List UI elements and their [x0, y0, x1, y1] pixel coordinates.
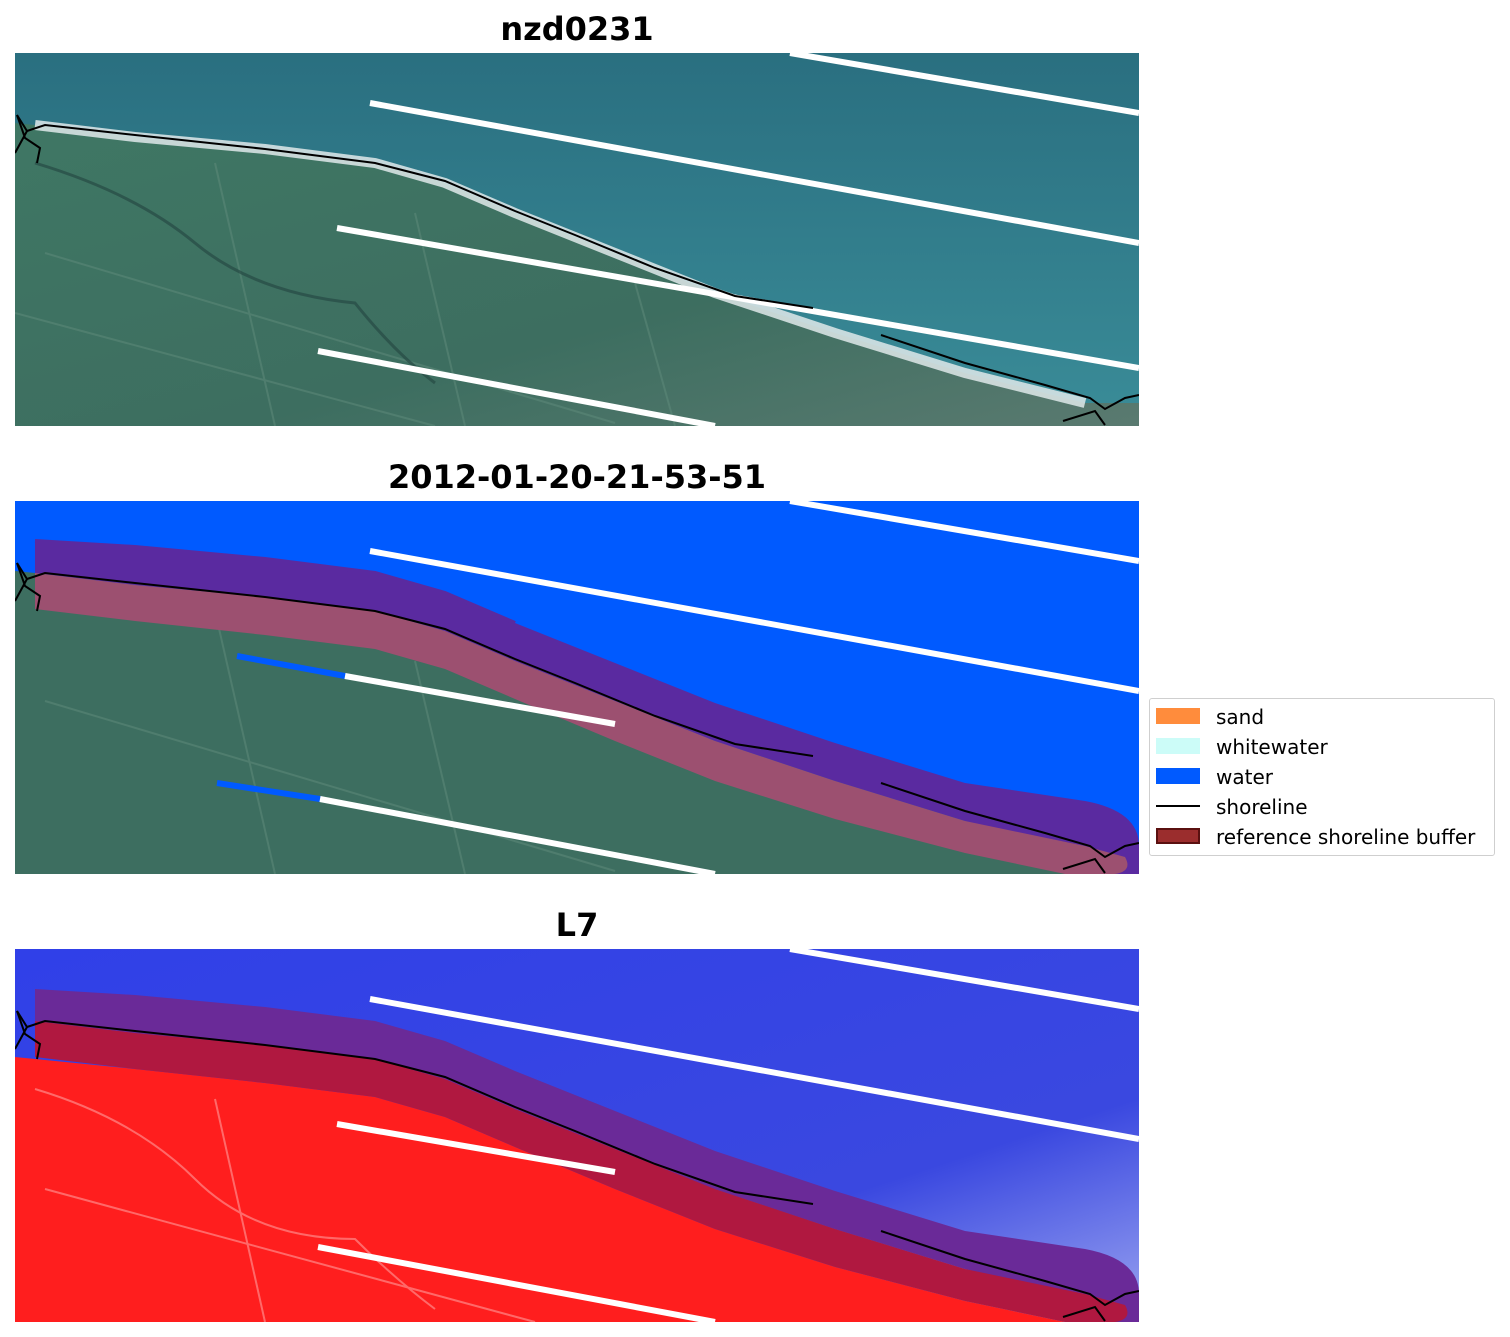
river — [34, 161, 436, 385]
water-swatch — [1156, 768, 1200, 784]
legend-item-water: water — [1156, 763, 1492, 789]
field-grid — [15, 162, 676, 426]
scan-gap-stripes-water — [216, 653, 346, 802]
legend-label: whitewater — [1216, 735, 1328, 759]
panel-title-2: 2012-01-20-21-53-51 — [387, 458, 767, 496]
shoreline-inlet — [15, 562, 42, 612]
buffer-outline — [34, 539, 516, 625]
legend-label: reference shoreline buffer — [1216, 825, 1476, 849]
legend-item-whitewater: whitewater — [1156, 733, 1492, 759]
shoreline — [16, 562, 814, 757]
field-grid — [44, 610, 616, 874]
legend-item-shoreline: shoreline — [1156, 793, 1492, 819]
legend: sand whitewater water shoreline referenc… — [1149, 698, 1495, 856]
shoreline — [880, 334, 1139, 426]
legend-label: shoreline — [1216, 795, 1308, 819]
index-image-panel — [15, 949, 1139, 1322]
land-area — [15, 123, 1139, 426]
reference-buffer-swatch — [1156, 828, 1200, 844]
shoreline — [880, 782, 1139, 874]
reference-buffer-land-side — [35, 1021, 1128, 1322]
legend-label: water — [1216, 765, 1273, 789]
scan-gap-stripes — [319, 501, 1139, 874]
reference-buffer-land-side — [35, 573, 1128, 874]
reference-buffer-water-side — [35, 989, 1139, 1322]
index-land-area — [15, 1057, 1065, 1322]
legend-item-reference-buffer: reference shoreline buffer — [1156, 823, 1492, 849]
shoreline-swatch — [1156, 805, 1200, 807]
legend-label: sand — [1216, 705, 1265, 729]
legend-item-sand: sand — [1156, 703, 1492, 729]
panel-title-1: nzd0231 — [500, 10, 654, 48]
classified-image-panel — [15, 501, 1139, 874]
scan-gap-stripes — [317, 949, 1139, 1322]
shoreline — [880, 1230, 1139, 1322]
sand-swatch — [1156, 708, 1200, 724]
rgb-image-panel — [15, 53, 1139, 426]
land-features — [34, 1088, 536, 1322]
shoreline — [16, 114, 814, 309]
shoreline — [16, 1010, 814, 1205]
scan-gap-stripes — [317, 53, 1139, 426]
shoreline-inlet — [15, 1010, 42, 1060]
shoreline-inlet — [15, 114, 42, 164]
reference-buffer-water-side — [35, 541, 1139, 874]
panel-title-3: L7 — [555, 906, 599, 944]
whitewater-swatch — [1156, 738, 1200, 754]
